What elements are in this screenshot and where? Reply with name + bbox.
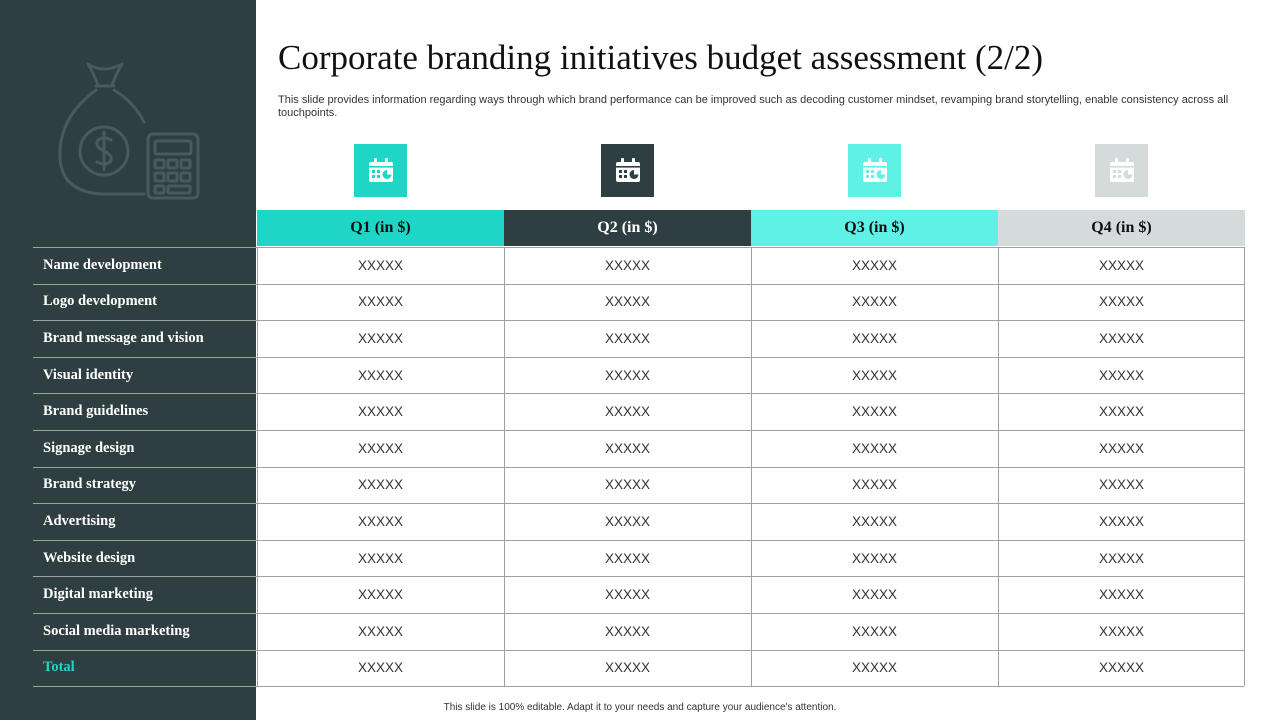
- table-cell: XXXXX: [851, 587, 898, 603]
- page-title: Corporate branding initiatives budget as…: [278, 38, 1043, 77]
- money-bag-calculator-icon: [58, 62, 200, 200]
- table-cell: XXXXX: [357, 257, 404, 273]
- table-cell: XXXXX: [1098, 257, 1145, 273]
- table-cell: XXXXX: [357, 440, 404, 456]
- page-subtitle: This slide provides information regardin…: [278, 94, 1229, 119]
- row-divider: [33, 613, 1244, 614]
- table-cell: XXXXX: [1098, 550, 1145, 566]
- column-divider: [504, 247, 505, 686]
- row-label: Visual identity: [43, 366, 134, 383]
- table-cell: XXXXX: [604, 623, 651, 639]
- row-divider: [33, 503, 1244, 505]
- column-divider: [257, 247, 258, 686]
- table-cell: XXXXX: [357, 550, 404, 566]
- row-divider: [33, 247, 1244, 248]
- row-label: Brand strategy: [43, 476, 137, 493]
- table-cell: XXXXX: [604, 330, 651, 346]
- table-cell: XXXXX: [1098, 623, 1145, 639]
- table-cell: XXXXX: [1098, 367, 1145, 383]
- table-cell: XXXXX: [851, 513, 898, 529]
- row-divider: [33, 576, 1244, 578]
- table-cell: XXXXX: [357, 623, 404, 639]
- row-divider: [33, 539, 1244, 541]
- column-header-q3: Q3 (in $): [751, 210, 998, 246]
- table-cell: XXXXX: [1098, 440, 1145, 456]
- calendar-chart-icon: [848, 144, 901, 197]
- footer-note: This slide is 100% editable. Adapt it to…: [443, 702, 837, 713]
- table-cell: XXXXX: [851, 550, 898, 566]
- table-cell: XXXXX: [357, 294, 404, 310]
- table-cell: XXXXX: [357, 513, 404, 529]
- row-label: Digital marketing: [43, 586, 153, 603]
- table-cell: XXXXX: [604, 513, 651, 529]
- calendar-chart-icon: [1095, 144, 1148, 197]
- table-cell: XXXXX: [851, 367, 898, 383]
- table-cell: XXXXX: [357, 367, 404, 383]
- table-cell: XXXXX: [357, 330, 404, 346]
- table-cell: XXXXX: [851, 257, 898, 273]
- row-divider: [33, 356, 1244, 358]
- column-header-q1: Q1 (in $): [257, 210, 504, 246]
- table-cell: XXXXX: [604, 550, 651, 566]
- table-cell: XXXXX: [1098, 404, 1145, 420]
- row-divider: [33, 466, 1244, 468]
- column-header-q4: Q4 (in $): [998, 210, 1245, 246]
- column-divider: [751, 247, 752, 686]
- table-cell: XXXXX: [851, 660, 898, 676]
- table-cell: XXXXX: [851, 623, 898, 639]
- row-divider: [33, 393, 1244, 395]
- table-cell: XXXXX: [851, 440, 898, 456]
- table-cell: XXXXX: [357, 587, 404, 603]
- row-label: Website design: [43, 549, 136, 566]
- row-label: Signage design: [43, 439, 135, 456]
- table-cell: XXXXX: [604, 367, 651, 383]
- row-divider: [33, 283, 1244, 285]
- calendar-chart-icon: [601, 144, 654, 197]
- total-row-label: Total: [43, 659, 75, 676]
- table-cell: XXXXX: [604, 587, 651, 603]
- calendar-chart-icon: [354, 144, 407, 197]
- table-cell: XXXXX: [851, 477, 898, 493]
- table-cell: XXXXX: [851, 294, 898, 310]
- table-cell: XXXXX: [851, 404, 898, 420]
- row-label: Name development: [43, 256, 162, 273]
- table-cell: XXXXX: [357, 404, 404, 420]
- column-divider: [998, 247, 999, 686]
- table-cell: XXXXX: [604, 257, 651, 273]
- table-cell: XXXXX: [604, 404, 651, 420]
- row-divider: [33, 686, 1244, 688]
- column-header-q2: Q2 (in $): [504, 210, 751, 246]
- row-label: Logo development: [43, 293, 157, 310]
- table-cell: XXXXX: [1098, 513, 1145, 529]
- table-cell: XXXXX: [604, 660, 651, 676]
- table-cell: XXXXX: [1098, 587, 1145, 603]
- row-label: Brand message and vision: [43, 329, 204, 346]
- left-panel: [0, 0, 256, 720]
- table-cell: XXXXX: [604, 440, 651, 456]
- table-cell: XXXXX: [357, 660, 404, 676]
- table-cell: XXXXX: [1098, 330, 1145, 346]
- column-divider: [1244, 247, 1245, 686]
- table-cell: XXXXX: [1098, 294, 1145, 310]
- table-cell: XXXXX: [604, 294, 651, 310]
- row-label: Advertising: [43, 512, 116, 529]
- row-divider: [33, 430, 1244, 431]
- table-cell: XXXXX: [604, 477, 651, 493]
- table-cell: XXXXX: [357, 477, 404, 493]
- row-label: Social media marketing: [43, 622, 190, 639]
- table-cell: XXXXX: [851, 330, 898, 346]
- row-divider: [33, 320, 1244, 322]
- table-cell: XXXXX: [1098, 477, 1145, 493]
- row-divider: [33, 649, 1244, 651]
- row-label: Brand guidelines: [43, 403, 149, 420]
- table-cell: XXXXX: [1098, 660, 1145, 676]
